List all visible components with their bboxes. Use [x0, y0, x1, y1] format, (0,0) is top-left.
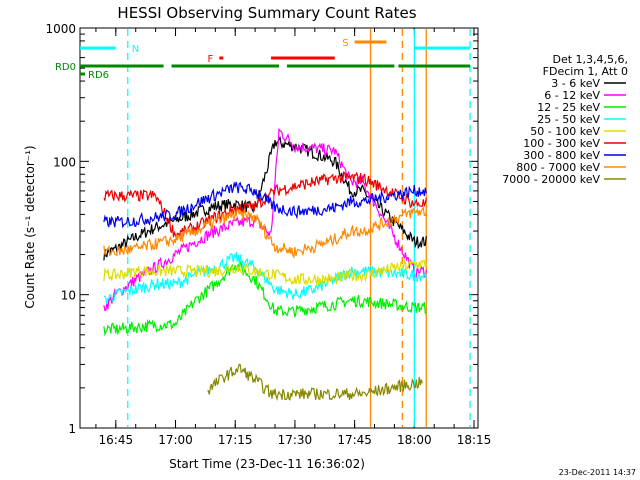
legend-header: Det 1,3,4,5,6, — [552, 53, 628, 66]
state-bar-label: RD0 — [55, 62, 76, 73]
series-line — [103, 251, 427, 305]
legend-label: 25 - 50 keV — [537, 113, 600, 126]
timestamp-label: 23-Dec-2011 14:37 — [559, 468, 636, 477]
series-line — [207, 363, 423, 401]
x-tick-label: 17:30 — [278, 433, 313, 447]
series-line — [103, 181, 427, 229]
y-tick-label: 1 — [68, 422, 76, 436]
y-tick-label: 10 — [61, 289, 76, 303]
x-tick-label: 17:15 — [218, 433, 253, 447]
state-bar-label: S — [342, 38, 348, 49]
legend: Det 1,3,4,5,6,FDecim 1, Att 03 - 6 keV6 … — [502, 53, 628, 186]
x-tick-label: 17:00 — [158, 433, 193, 447]
x-tick-label: 18:00 — [397, 433, 432, 447]
y-tick-label: 1000 — [45, 22, 76, 36]
legend-label: 12 - 25 keV — [537, 101, 600, 114]
y-tick-label: 100 — [53, 155, 76, 169]
state-bar-label: N — [132, 44, 139, 55]
legend-header: FDecim 1, Att 0 — [543, 65, 628, 78]
state-bar-label: RD6 — [88, 70, 109, 81]
chart-title: HESSI Observing Summary Count Rates — [117, 4, 416, 22]
plot-area: 1 10 100 1000 16:45 17:00 17:15 17:30 17:45 18:00… — [45, 22, 491, 447]
legend-label: 50 - 100 keV — [530, 125, 600, 138]
y-axis-label: Count Rate (s⁻¹ detector⁻¹) — [23, 145, 37, 308]
legend-label: 800 - 7000 keV — [516, 161, 600, 174]
x-tick-label: 17:45 — [337, 433, 372, 447]
state-bar-label: F — [208, 54, 214, 65]
series-line — [103, 170, 427, 240]
x-tick-label: 16:45 — [99, 433, 134, 447]
plot-frame — [79, 27, 479, 429]
legend-label: 7000 - 20000 keV — [502, 173, 600, 186]
x-tick-label: 18:15 — [457, 433, 492, 447]
legend-label: 3 - 6 keV — [551, 77, 600, 90]
legend-label: 6 - 12 keV — [544, 89, 600, 102]
x-axis-label: Start Time (23-Dec-11 16:36:02) — [169, 457, 365, 471]
series-line — [103, 258, 427, 286]
legend-label: 100 - 300 keV — [523, 137, 600, 150]
series-line — [103, 260, 427, 337]
series-line — [103, 206, 427, 259]
legend-label: 300 - 800 keV — [523, 149, 600, 162]
